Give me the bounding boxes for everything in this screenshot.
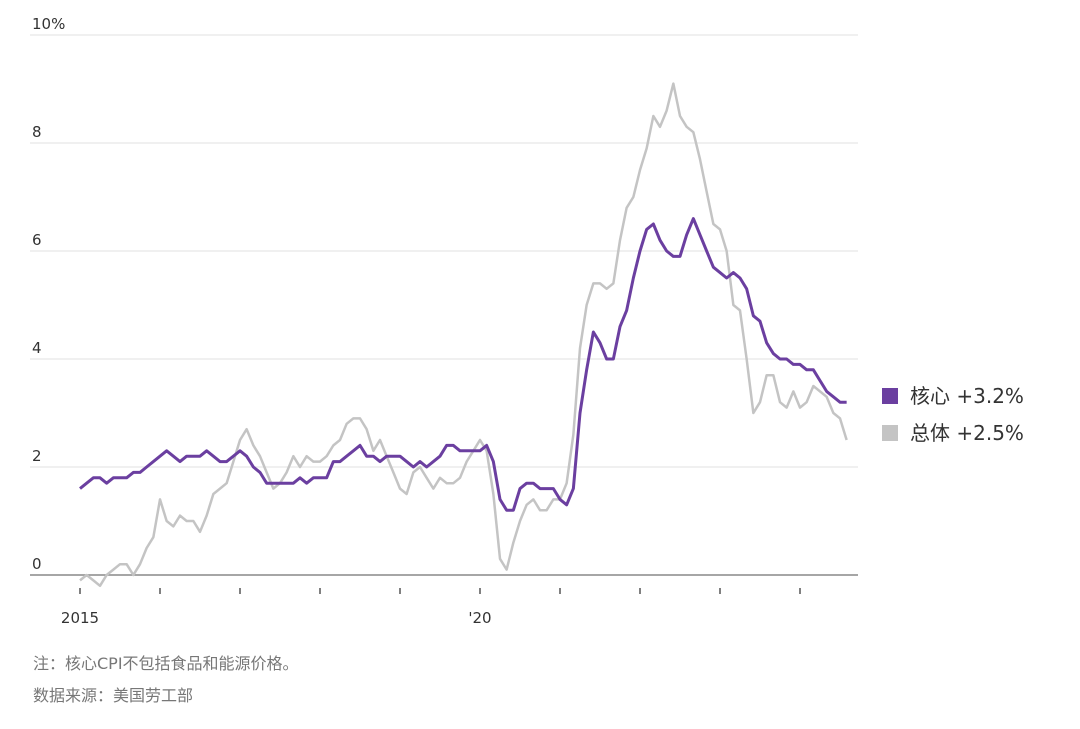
note: 数据来源：美国劳工部: [33, 686, 193, 705]
y-tick-label: 4: [32, 339, 42, 357]
legend-swatch: [882, 425, 898, 441]
y-tick-label: 8: [32, 123, 42, 141]
x-tick-label: 2015: [61, 609, 99, 627]
legend-label: 总体 +2.5%: [910, 421, 1024, 445]
y-tick-label: 6: [32, 231, 42, 249]
y-tick-label: 0: [32, 555, 42, 573]
series-line: [79, 82, 848, 588]
y-tick-label: 2: [32, 447, 42, 465]
legend-label: 核心 +3.2%: [910, 384, 1024, 408]
y-tick-label: 10%: [32, 15, 65, 33]
series-line: [79, 217, 847, 512]
legend-swatch: [882, 388, 898, 404]
note: 注：核心CPI不包括食品和能源价格。: [33, 654, 299, 673]
x-tick-label: '20: [468, 609, 491, 627]
